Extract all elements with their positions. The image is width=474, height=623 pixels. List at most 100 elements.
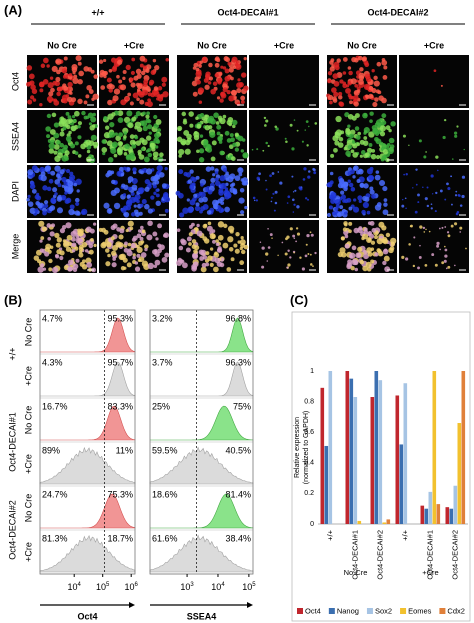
cell — [59, 228, 66, 234]
cell — [337, 182, 344, 189]
cell — [153, 132, 160, 139]
cell — [362, 265, 368, 272]
cell — [423, 231, 426, 233]
cell — [27, 169, 34, 176]
cell — [309, 253, 312, 256]
cell — [101, 241, 107, 247]
cell — [425, 228, 427, 231]
cell — [287, 195, 291, 199]
cell — [252, 196, 256, 200]
cell — [441, 226, 444, 229]
cell — [426, 186, 429, 189]
cell — [55, 76, 61, 83]
cell — [74, 110, 80, 117]
cell — [359, 182, 364, 188]
cell — [90, 134, 97, 141]
cell — [292, 234, 296, 238]
cell — [78, 250, 83, 254]
legend-label: Cdx2 — [447, 606, 465, 615]
cell — [71, 242, 77, 248]
cell — [140, 147, 145, 151]
cell — [138, 91, 145, 98]
cell — [352, 206, 360, 213]
cell — [219, 98, 224, 103]
cell — [453, 222, 458, 226]
cell — [66, 234, 73, 241]
cell — [178, 192, 184, 199]
cell — [186, 133, 192, 140]
cell — [67, 259, 74, 266]
cell — [131, 143, 137, 149]
cell — [378, 221, 385, 228]
cell — [138, 154, 145, 160]
cell — [123, 135, 127, 139]
cell — [215, 121, 220, 125]
cell — [152, 58, 157, 63]
cell — [454, 264, 456, 267]
cell — [189, 184, 195, 190]
cell — [200, 249, 207, 257]
cell — [451, 203, 453, 206]
cell — [81, 210, 86, 215]
cell — [143, 156, 150, 163]
cell — [37, 266, 44, 273]
cell — [28, 81, 32, 86]
gate-percent: 81.4% — [225, 489, 251, 499]
cell — [312, 265, 314, 268]
cell — [155, 188, 159, 192]
histogram-frame — [39, 309, 136, 575]
cell — [93, 74, 98, 79]
cell — [359, 154, 363, 158]
gate-percent: 25% — [152, 401, 170, 411]
cell — [382, 74, 388, 80]
cell — [439, 248, 441, 251]
bar — [428, 491, 433, 524]
cell — [240, 236, 244, 240]
cell — [289, 227, 293, 231]
cell — [224, 130, 230, 136]
cell — [154, 180, 160, 185]
cell — [182, 120, 188, 125]
cell — [446, 182, 449, 186]
cell — [69, 91, 73, 95]
cell — [219, 257, 225, 262]
cell — [112, 257, 116, 261]
cell — [423, 155, 427, 159]
cell — [51, 266, 59, 274]
cell — [444, 198, 447, 201]
cell — [374, 204, 382, 211]
cell — [291, 175, 294, 178]
cell — [139, 55, 146, 62]
cell — [189, 199, 196, 206]
cell — [62, 126, 67, 131]
cell — [61, 94, 69, 101]
cell — [217, 246, 222, 251]
cell — [90, 116, 97, 123]
cell — [206, 210, 212, 215]
cell — [450, 175, 452, 178]
cell — [443, 118, 447, 122]
cell — [61, 68, 68, 74]
cell — [350, 78, 357, 85]
y-tick-label: 1 — [310, 368, 314, 375]
cell — [49, 76, 54, 80]
cell — [106, 140, 113, 147]
legend-swatch — [400, 608, 407, 614]
cell — [223, 189, 230, 196]
cell — [218, 188, 224, 194]
cell — [88, 89, 94, 94]
cell — [132, 92, 139, 99]
gate-percent: 11% — [116, 445, 133, 455]
gate-percent: 18.7% — [107, 533, 133, 543]
cell — [214, 62, 220, 68]
cell — [353, 227, 360, 234]
cell — [279, 181, 283, 185]
cell — [442, 135, 446, 140]
cell — [85, 226, 92, 233]
cell — [201, 262, 207, 268]
cell — [222, 114, 227, 119]
cell — [118, 132, 124, 138]
cell — [371, 88, 377, 94]
cell — [49, 245, 54, 249]
cell — [256, 148, 259, 151]
